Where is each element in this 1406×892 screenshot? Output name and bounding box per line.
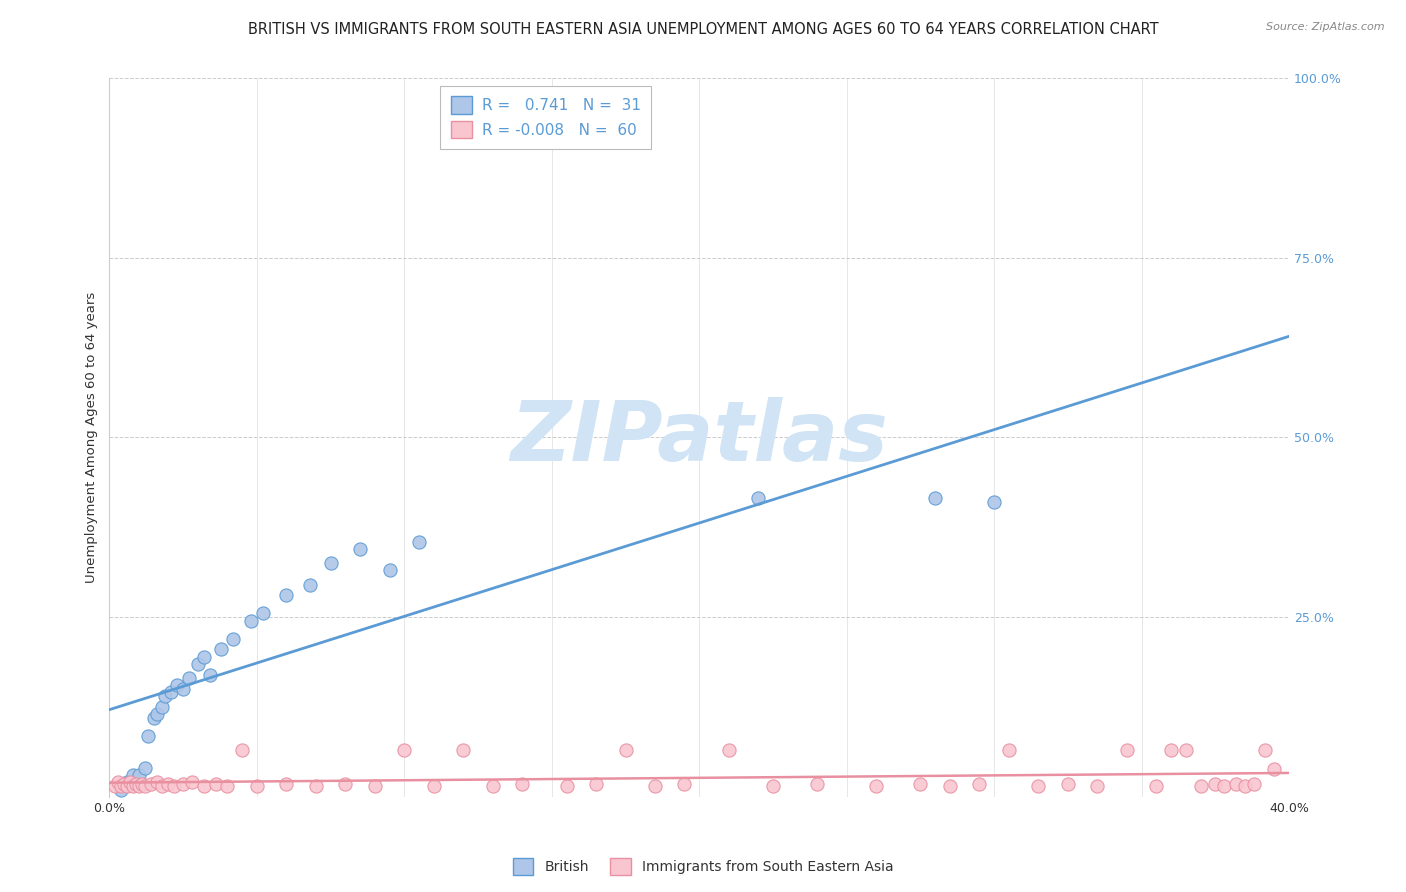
Point: [139, 777, 162, 791]
Point: [998, 743, 1021, 757]
Point: [193, 649, 215, 664]
Point: [122, 768, 145, 782]
Point: [1160, 743, 1182, 757]
Point: [211, 642, 233, 657]
Point: [1057, 777, 1080, 791]
Point: [131, 777, 153, 791]
Point: [115, 779, 138, 793]
Point: [644, 779, 666, 793]
Point: [1263, 763, 1285, 777]
Point: [747, 491, 769, 506]
Point: [1233, 779, 1256, 793]
Point: [136, 729, 159, 743]
Point: [172, 777, 194, 791]
Point: [231, 743, 253, 757]
Point: [204, 777, 226, 791]
Point: [104, 779, 127, 793]
Point: [118, 775, 141, 789]
Legend: British, Immigrants from South Eastern Asia: British, Immigrants from South Eastern A…: [508, 853, 898, 880]
Point: [145, 707, 167, 722]
Point: [142, 711, 165, 725]
Point: [152, 699, 174, 714]
Point: [910, 777, 932, 791]
Point: [115, 775, 138, 789]
Point: [155, 689, 177, 703]
Point: [939, 779, 962, 793]
Point: [510, 777, 533, 791]
Point: [187, 657, 209, 671]
Point: [239, 614, 262, 628]
Point: [673, 777, 696, 791]
Point: [614, 743, 637, 757]
Point: [349, 541, 371, 556]
Point: [319, 556, 342, 570]
Point: [128, 779, 150, 793]
Point: [112, 777, 135, 791]
Point: [128, 768, 150, 782]
Point: [157, 777, 180, 791]
Point: [335, 777, 357, 791]
Point: [364, 779, 387, 793]
Point: [1028, 779, 1050, 793]
Point: [152, 779, 174, 793]
Point: [762, 779, 785, 793]
Point: [969, 777, 991, 791]
Point: [222, 632, 245, 646]
Point: [166, 678, 188, 692]
Point: [110, 779, 132, 793]
Point: [134, 761, 156, 775]
Point: [217, 779, 239, 793]
Point: [453, 743, 475, 757]
Point: [1144, 779, 1167, 793]
Point: [246, 779, 269, 793]
Point: [177, 671, 200, 685]
Point: [276, 589, 298, 603]
Point: [1243, 777, 1265, 791]
Point: [1174, 743, 1197, 757]
Point: [717, 743, 740, 757]
Point: [806, 777, 828, 791]
Point: [181, 775, 204, 789]
Point: [172, 681, 194, 696]
Point: [193, 779, 215, 793]
Point: [198, 667, 221, 681]
Text: ZIPatlas: ZIPatlas: [510, 397, 889, 478]
Point: [110, 782, 132, 797]
Point: [924, 491, 946, 506]
Point: [481, 779, 503, 793]
Point: [408, 534, 430, 549]
Point: [394, 743, 416, 757]
Y-axis label: Unemployment Among Ages 60 to 64 years: Unemployment Among Ages 60 to 64 years: [86, 292, 98, 583]
Point: [1085, 779, 1108, 793]
Point: [585, 777, 607, 791]
Point: [1254, 743, 1277, 757]
Text: BRITISH VS IMMIGRANTS FROM SOUTH EASTERN ASIA UNEMPLOYMENT AMONG AGES 60 TO 64 Y: BRITISH VS IMMIGRANTS FROM SOUTH EASTERN…: [247, 22, 1159, 37]
Point: [1213, 779, 1236, 793]
Point: [122, 779, 145, 793]
Point: [378, 563, 401, 577]
Point: [865, 779, 887, 793]
Point: [1204, 777, 1226, 791]
Point: [305, 779, 328, 793]
Point: [125, 777, 148, 791]
Point: [1225, 777, 1247, 791]
Point: [983, 495, 1005, 509]
Point: [1115, 743, 1137, 757]
Point: [145, 775, 167, 789]
Point: [1189, 779, 1212, 793]
Point: [163, 779, 186, 793]
Text: Source: ZipAtlas.com: Source: ZipAtlas.com: [1267, 22, 1385, 32]
Point: [555, 779, 578, 793]
Point: [276, 777, 298, 791]
Point: [134, 779, 156, 793]
Point: [107, 775, 129, 789]
Point: [423, 779, 446, 793]
Point: [252, 607, 274, 621]
Point: [298, 577, 321, 591]
Legend: R =   0.741   N =  31, R = -0.008   N =  60: R = 0.741 N = 31, R = -0.008 N = 60: [440, 86, 651, 149]
Point: [160, 685, 183, 699]
